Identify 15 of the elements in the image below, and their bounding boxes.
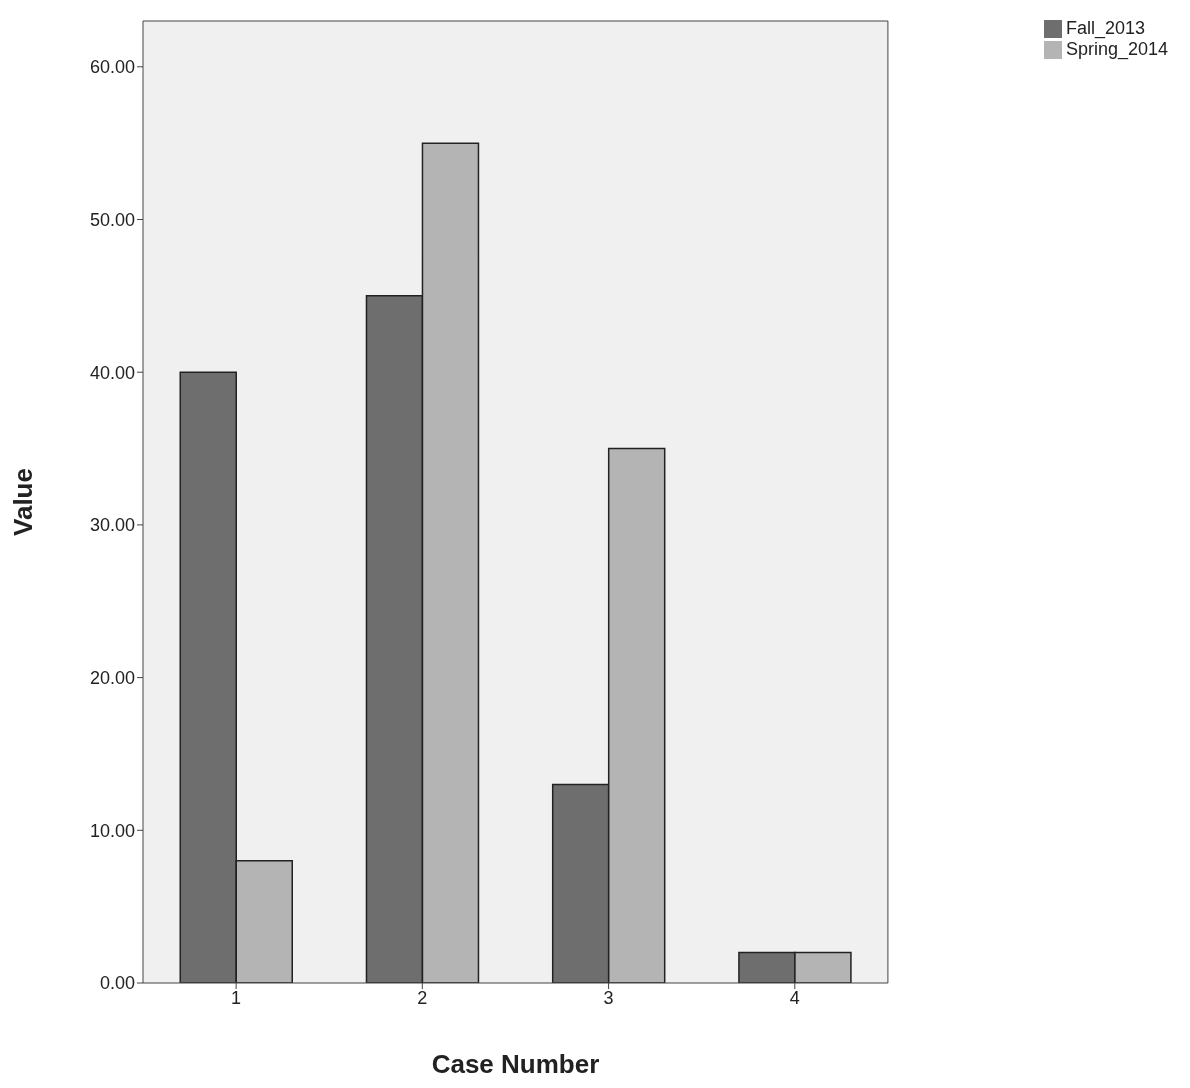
x-tick-label: 4 [789,987,800,1008]
x-tick-label: 3 [603,987,614,1008]
x-tick-label: 1 [231,987,242,1008]
y-tick-label: 30.00 [89,515,135,536]
y-tick-label: 40.00 [89,362,135,383]
y-tick-label: 10.00 [89,820,135,841]
x-axis-title: Case Number [431,1049,600,1079]
y-tick-label: 0.00 [99,973,135,994]
legend-label: Fall_2013 [1065,18,1145,38]
y-tick-label: 20.00 [89,667,135,688]
y-tick-label: 60.00 [89,57,135,78]
y-axis-title: Value [8,468,39,536]
legend-label: Spring_2014 [1065,39,1168,59]
x-tick-label: 2 [417,987,428,1008]
y-tick-label: 50.00 [89,209,135,230]
